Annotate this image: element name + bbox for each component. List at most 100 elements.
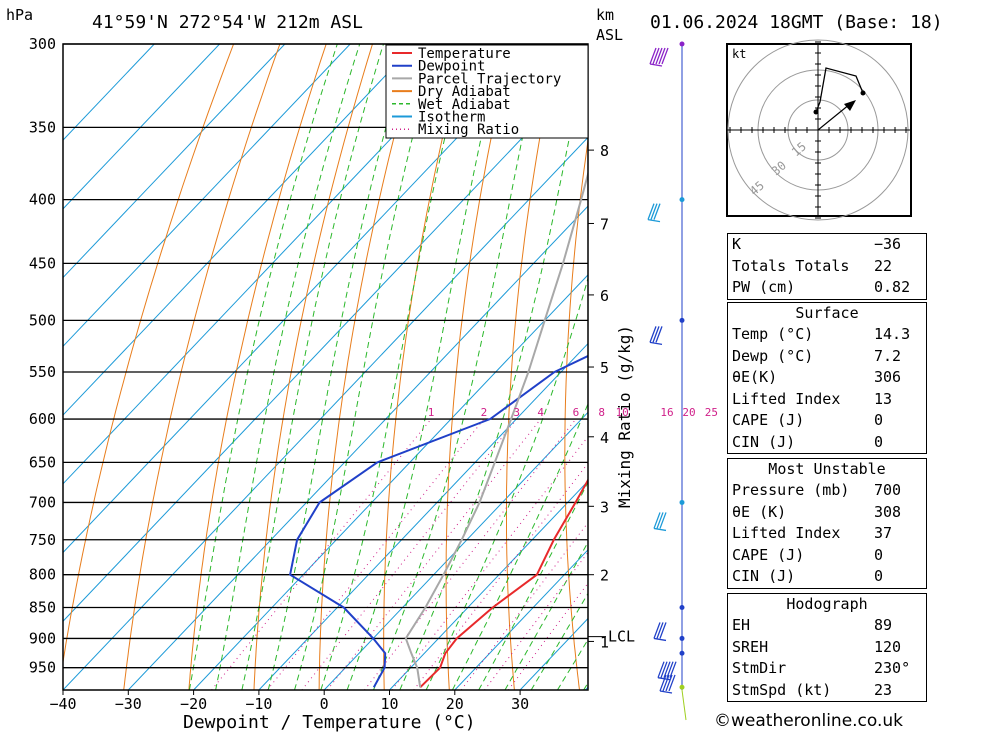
- mixing-ratio-line: [211, 418, 432, 690]
- x-tick-label: −20: [180, 695, 207, 713]
- index-label: CIN (J): [732, 567, 796, 585]
- isotherm-line: [63, 44, 547, 554]
- index-row: Totals Totals 22: [728, 256, 926, 278]
- plot-frame: [62, 43, 589, 691]
- index-label: CAPE (J): [732, 411, 805, 429]
- mixing-ratio-axis-label: Mixing Ratio (g/kg): [615, 325, 634, 508]
- dry-adiabat-line: [506, 44, 559, 690]
- index-label: PW (cm): [732, 278, 796, 296]
- km-tick-label: 6: [600, 287, 609, 305]
- isotherm-line: [63, 44, 482, 485]
- index-label: θE(K): [732, 368, 778, 386]
- pressure-tick-label: 750: [29, 531, 56, 549]
- wind-level-dot: [679, 317, 685, 323]
- legend-entry: Mixing Ratio: [418, 122, 519, 138]
- wet-adiabat-line: [399, 44, 588, 690]
- wind-barb-stroke: [649, 341, 663, 346]
- mixing-ratio-label: 8: [598, 406, 605, 419]
- wet-adiabat-line: [373, 44, 544, 690]
- wind-profile-axis: [681, 689, 687, 721]
- index-label: CAPE (J): [732, 545, 805, 564]
- index-row: CIN (J) 0: [728, 566, 926, 588]
- index-label: K: [732, 235, 742, 253]
- index-row: Pressure (mb) 700: [728, 480, 926, 502]
- mixing-ratio-label: 6: [573, 406, 580, 419]
- dry-adiabat-line: [676, 44, 710, 690]
- index-value: 0.82: [874, 278, 911, 296]
- wind-barb-stroke: [661, 47, 669, 65]
- dry-adiabat-line: [928, 44, 1000, 690]
- dry-adiabat-line: [974, 44, 1000, 690]
- pressure-tick-label: 700: [29, 493, 56, 511]
- pressure-tick-label: 500: [29, 311, 56, 329]
- index-value: 89: [874, 616, 893, 634]
- isotherm-line: [63, 44, 220, 210]
- wet-adiabat-line: [320, 44, 469, 690]
- index-value: 13: [874, 389, 893, 408]
- wind-profile: [647, 41, 687, 721]
- height-unit-top: km: [596, 6, 614, 24]
- wind-barb-stroke: [656, 512, 664, 529]
- km-tick-label: 5: [600, 359, 609, 377]
- km-tick-label: 7: [600, 215, 609, 233]
- wet-adiabat-line: [241, 44, 384, 690]
- isotherm-line: [127, 205, 588, 690]
- wind-barb-stroke: [660, 661, 668, 678]
- dry-adiabat-line: [63, 44, 235, 666]
- pressure-unit: hPa: [6, 6, 33, 24]
- pressure-tick-label: 350: [29, 118, 56, 136]
- index-label: Totals Totals: [732, 256, 850, 275]
- index-value: 230°: [874, 659, 911, 677]
- dry-adiabat-line: [253, 44, 373, 690]
- index-row: Dewp (°C) 7.2: [728, 346, 926, 368]
- index-value: 700: [874, 481, 902, 499]
- wind-barb-stroke: [653, 203, 661, 220]
- wet-adiabat-line: [294, 44, 438, 690]
- mixing-ratio-label: 25: [705, 406, 718, 419]
- wind-barb-stroke: [659, 622, 667, 639]
- mixing-ratio-line: [484, 551, 588, 690]
- index-label: StmSpd (kt): [732, 680, 832, 699]
- wind-barb-stroke: [659, 512, 667, 529]
- isotherm-line: [63, 136, 588, 690]
- index-value: 37: [874, 524, 893, 542]
- x-tick-label: −10: [245, 695, 272, 713]
- mixing-ratio-line: [266, 418, 485, 690]
- dry-adiabat-line: [123, 44, 281, 690]
- x-tick-label: −30: [115, 695, 142, 713]
- dry-adiabat-line: [318, 44, 420, 690]
- x-axis-label: Dewpoint / Temperature (°C): [183, 712, 476, 733]
- isotherm-line: [63, 44, 155, 141]
- index-row: θE(K) 306: [728, 367, 926, 389]
- mixing-ratio-line: [460, 521, 588, 690]
- index-row: Lifted Index 37: [728, 523, 926, 545]
- isotherm-line: [63, 44, 416, 416]
- credit-text: ©weatheronline.co.uk: [714, 711, 904, 731]
- wind-barb-stroke: [652, 47, 660, 65]
- legend-entry: Dewpoint: [418, 59, 485, 75]
- mixing-ratio-label: 10: [616, 406, 629, 419]
- wet-adiabat-line: [425, 276, 588, 690]
- pressure-tick-label: 800: [29, 566, 56, 584]
- storm-motion-arrow: [817, 103, 851, 131]
- index-value: 308: [874, 502, 902, 521]
- wind-barb-stroke: [669, 661, 677, 678]
- index-label: Temp (°C): [732, 325, 814, 343]
- hodograph-unit: kt: [732, 47, 746, 61]
- index-row: Lifted Index 13: [728, 389, 926, 411]
- legend-entry: Temperature: [418, 46, 511, 62]
- wind-barb-stroke: [653, 622, 661, 639]
- pressure-tick-label: 450: [29, 254, 56, 272]
- series-line-parcel-trajectory: [404, 170, 588, 688]
- wind-level-dot: [679, 605, 685, 611]
- wind-barb-stroke: [659, 690, 673, 694]
- index-value: 0: [874, 545, 884, 564]
- wind-barb-stroke: [668, 674, 676, 692]
- isotherm-line: [63, 44, 286, 279]
- isotherm-line: [454, 549, 588, 690]
- wind-barb-stroke: [656, 622, 664, 639]
- wet-adiabat-line: [451, 402, 588, 690]
- wind-barb-stroke: [663, 661, 671, 678]
